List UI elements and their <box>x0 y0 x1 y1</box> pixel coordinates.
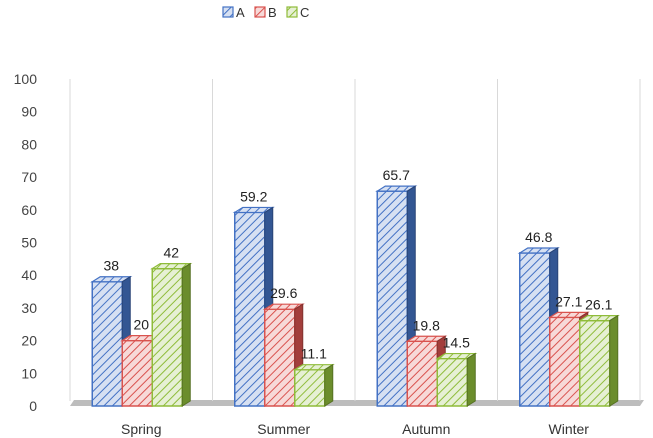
legend-label-C: C <box>300 5 309 20</box>
bar-A-winter <box>519 252 551 407</box>
bar-side-C-summer <box>324 363 334 407</box>
bar-side-C-spring <box>181 262 191 407</box>
legend-swatch-B <box>254 6 266 18</box>
legend-label-B: B <box>268 5 277 20</box>
chart-floor <box>70 400 644 406</box>
bar-B-winter <box>549 316 581 407</box>
legend-label-A: A <box>236 5 245 20</box>
data-label-A-winter: 46.8 <box>525 229 552 245</box>
y-tick-label: 10 <box>21 365 37 381</box>
bar-side-C-winter <box>609 314 619 407</box>
data-label-B-spring: 20 <box>133 317 149 333</box>
data-label-A-spring: 38 <box>103 258 119 274</box>
y-tick-label: 30 <box>21 300 37 316</box>
legend-swatch-C <box>286 6 298 18</box>
data-label-B-autumn: 19.8 <box>413 317 440 333</box>
bar-C-summer <box>294 368 326 407</box>
y-tick-label: 50 <box>21 235 37 251</box>
y-tick-label: 70 <box>21 169 37 185</box>
y-tick-label: 60 <box>21 202 37 218</box>
y-tick-label: 100 <box>14 71 38 87</box>
data-label-C-winter: 26.1 <box>585 297 612 313</box>
legend-swatch-A <box>222 6 234 18</box>
data-label-A-summer: 59.2 <box>240 188 267 204</box>
x-category-label: Summer <box>257 421 310 437</box>
bar-C-winter <box>579 319 611 407</box>
y-tick-label: 90 <box>21 104 37 120</box>
bar-A-spring <box>91 280 123 407</box>
data-label-B-winter: 27.1 <box>555 293 582 309</box>
bar-A-summer <box>234 211 266 407</box>
x-category-label: Spring <box>121 421 161 437</box>
bar-side-C-autumn <box>466 352 476 407</box>
y-tick-label: 20 <box>21 333 37 349</box>
y-tick-label: 40 <box>21 267 37 283</box>
data-label-C-spring: 42 <box>163 245 179 261</box>
y-tick-label: 0 <box>29 398 37 414</box>
bar-C-autumn <box>436 357 468 407</box>
bar-B-autumn <box>406 340 438 407</box>
bar-A-autumn <box>376 190 408 407</box>
data-label-A-autumn: 65.7 <box>383 167 410 183</box>
bar-B-summer <box>264 308 296 407</box>
data-label-C-summer: 11.1 <box>301 346 327 362</box>
data-label-B-summer: 29.6 <box>270 285 297 301</box>
x-category-label: Winter <box>549 421 590 437</box>
y-tick-label: 80 <box>21 136 37 152</box>
bar-C-spring <box>151 267 183 407</box>
data-label-C-autumn: 14.5 <box>443 335 470 351</box>
bar-B-spring <box>121 339 153 407</box>
x-category-label: Autumn <box>402 421 450 437</box>
